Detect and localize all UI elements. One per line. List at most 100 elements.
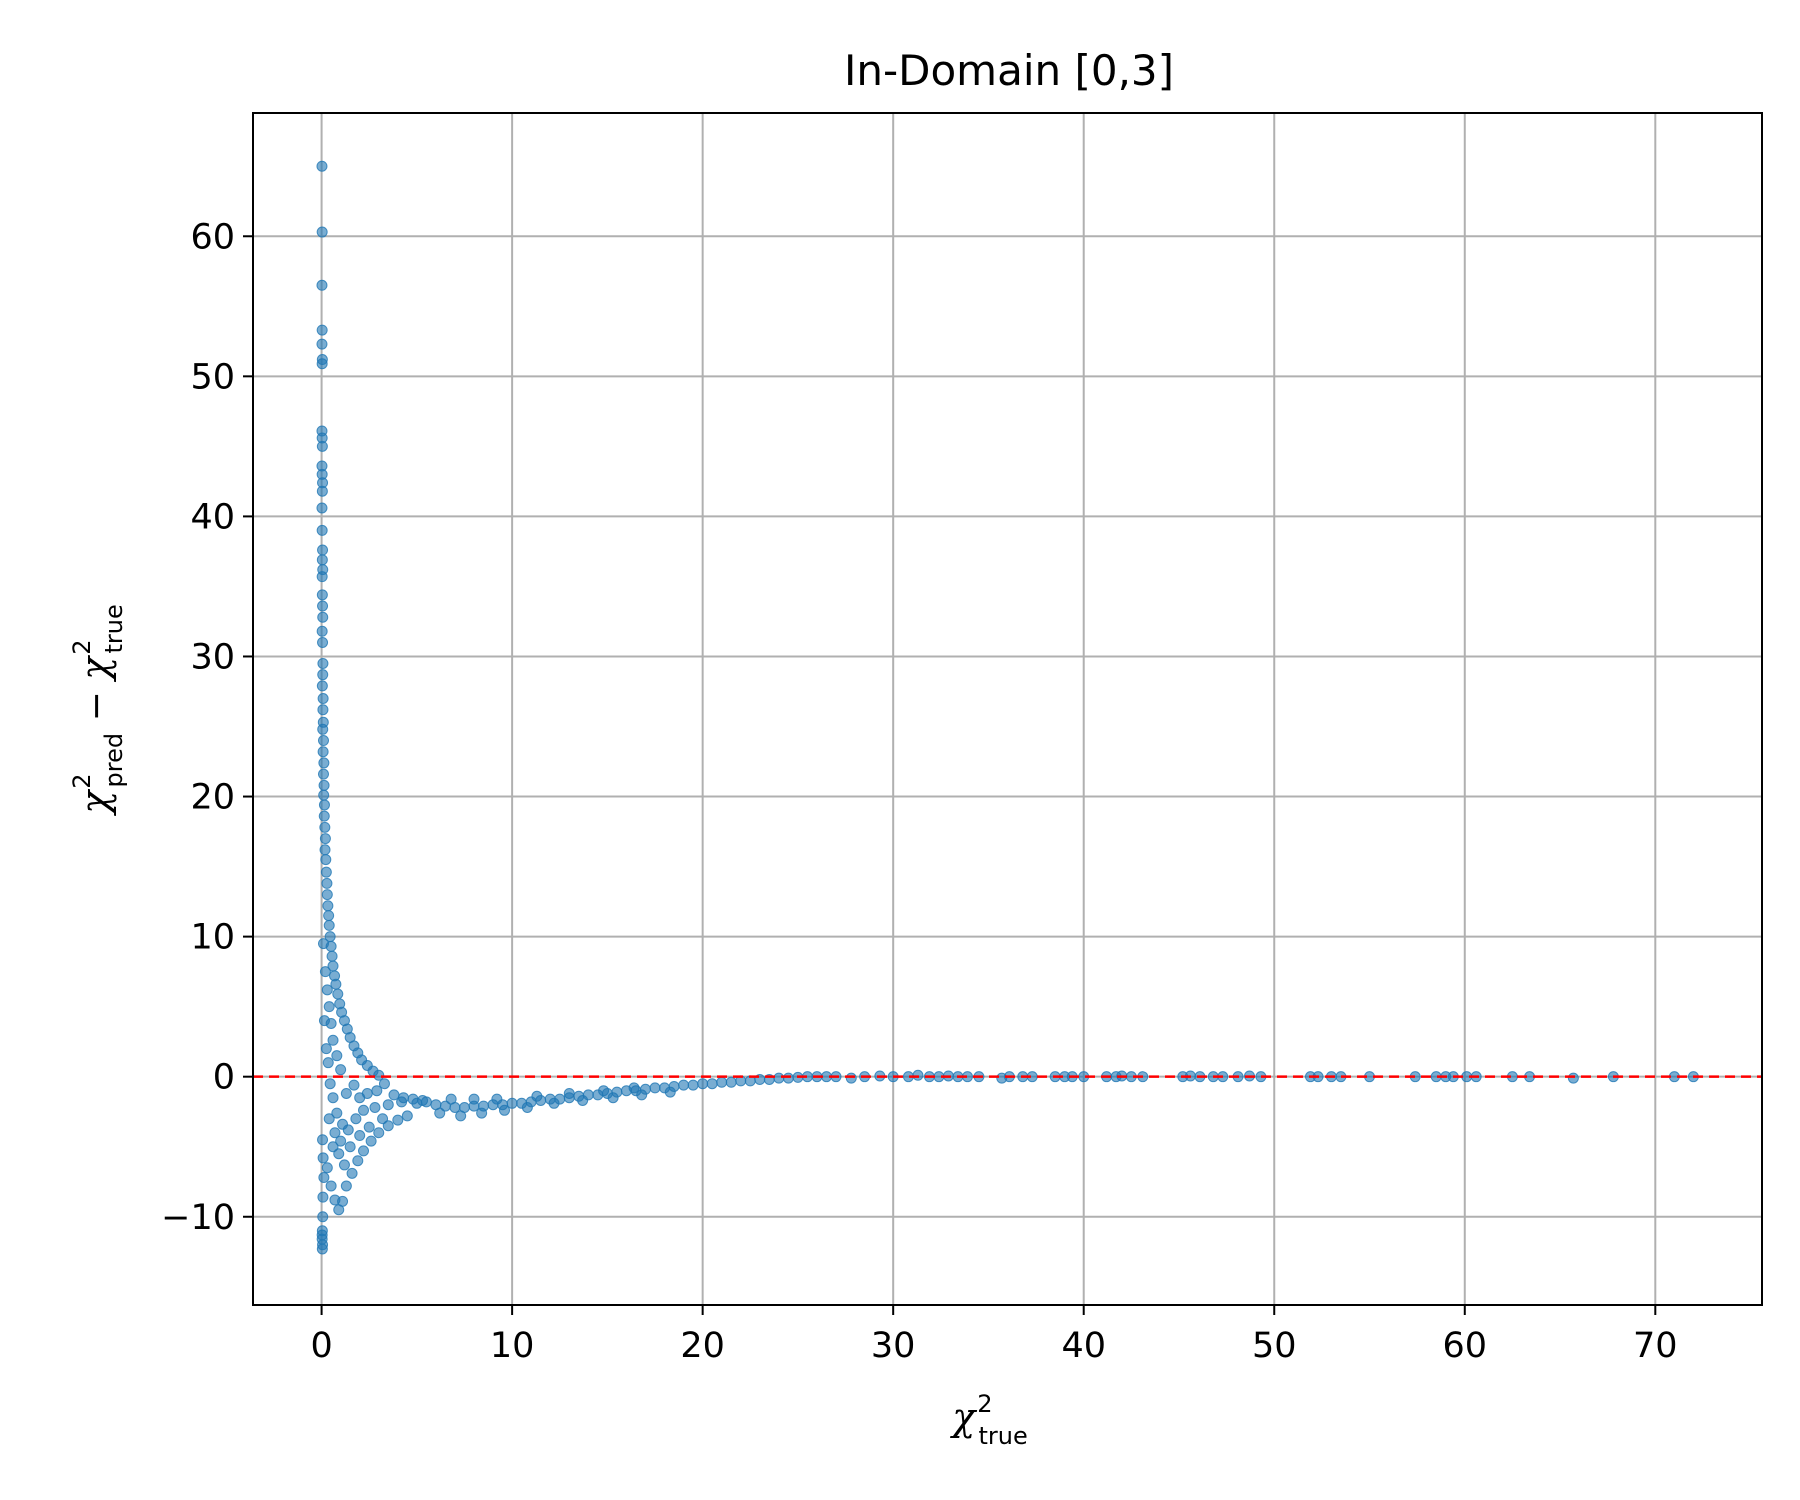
- scatter-point: [324, 1078, 336, 1090]
- scatter-point: [335, 1064, 347, 1076]
- x-tick-label: 30: [871, 1326, 916, 1366]
- x-tick-label: 60: [1442, 1326, 1487, 1366]
- scatter-point: [316, 589, 328, 601]
- scatter-point: [316, 502, 328, 514]
- y-tick-label: 0: [213, 1058, 235, 1098]
- scatter-point: [318, 799, 330, 811]
- scatter-point: [365, 1135, 377, 1147]
- scatter-point: [577, 1094, 589, 1106]
- scatter-point: [358, 1145, 370, 1157]
- scatter-point: [344, 1141, 356, 1153]
- y-axis-label: χ2 pred − χ2 true: [68, 604, 128, 817]
- y-axis-label-a-sub: pred: [100, 733, 128, 788]
- x-axis-label-base: χ: [949, 1395, 977, 1439]
- y-tick-label: 60: [190, 217, 235, 257]
- scatter-point: [316, 524, 328, 536]
- x-tick-label: 10: [490, 1326, 535, 1366]
- scatter-point: [725, 1076, 737, 1088]
- scatter-point: [332, 988, 344, 1000]
- scatter-point: [468, 1093, 480, 1105]
- y-tick-label: 50: [190, 357, 235, 397]
- scatter-point: [316, 680, 328, 692]
- scatter-point: [706, 1078, 718, 1090]
- scatter-point: [316, 554, 328, 566]
- scatter-point: [327, 1141, 339, 1153]
- scatter-point: [316, 1243, 328, 1255]
- scatter-point: [350, 1113, 362, 1125]
- scatter-point: [340, 1180, 352, 1192]
- y-tick-label: 20: [190, 778, 235, 818]
- y-tick-label: 10: [190, 918, 235, 958]
- scatter-point: [316, 571, 328, 583]
- scatter-point: [316, 160, 328, 172]
- scatter-point: [1567, 1072, 1579, 1084]
- scatter-point: [319, 966, 331, 978]
- scatter-point: [782, 1072, 794, 1084]
- scatter-point: [342, 1124, 354, 1136]
- scatter-point: [369, 1102, 381, 1114]
- scatter-point: [382, 1120, 394, 1132]
- scatter-point: [319, 844, 331, 856]
- scatter-point: [382, 1099, 394, 1111]
- scatter-point: [358, 1104, 370, 1116]
- scatter-point: [373, 1127, 385, 1139]
- scatter-point: [321, 889, 333, 901]
- scatter-point: [320, 1043, 332, 1055]
- scatter-point: [327, 1092, 339, 1104]
- y-tick-label: 30: [190, 637, 235, 677]
- scatter-point: [316, 440, 328, 452]
- y-axis-label-a-base: χ: [73, 789, 117, 817]
- scatter-point: [317, 636, 329, 648]
- scatter-point: [331, 1107, 343, 1119]
- scatter-point: [319, 833, 331, 845]
- scatter-point: [499, 1104, 510, 1116]
- scatter-point: [363, 1121, 375, 1133]
- scatter-point: [316, 625, 328, 637]
- scatter-point: [697, 1078, 709, 1090]
- y-axis-label-a-sup: 2: [68, 773, 96, 788]
- scatter-point: [398, 1092, 410, 1104]
- scatter-point: [335, 1135, 347, 1147]
- scatter-point: [340, 1087, 352, 1099]
- scatter-point: [476, 1107, 488, 1119]
- y-tick-label: 40: [190, 497, 235, 537]
- grid: [253, 113, 1762, 1305]
- scatter-point: [346, 1167, 358, 1179]
- scatter-point: [317, 657, 329, 669]
- scatter-point: [521, 1102, 533, 1114]
- scatter-point: [318, 1015, 330, 1027]
- scatter-point: [316, 226, 328, 238]
- scatter-point: [845, 1072, 857, 1084]
- scatter-point: [323, 1001, 335, 1013]
- scatter-point: [716, 1076, 728, 1088]
- scatter-point: [607, 1092, 619, 1104]
- scatter-point: [563, 1087, 575, 1099]
- x-tick-label: 40: [1061, 1326, 1106, 1366]
- scatter-point: [319, 821, 331, 833]
- x-tick-label: 0: [310, 1326, 332, 1366]
- scatter-point: [317, 746, 329, 758]
- x-axis-label-sub: true: [979, 1422, 1028, 1450]
- scatter-point: [317, 1152, 329, 1164]
- scatter-point: [377, 1113, 389, 1125]
- scatter-point: [318, 757, 330, 769]
- scatter-point: [317, 692, 329, 704]
- scatter-point: [323, 1113, 335, 1125]
- scatter-point: [316, 485, 328, 497]
- scatter-point: [316, 358, 328, 370]
- chart-title: In-Domain [0,3]: [844, 46, 1174, 95]
- scatter-point: [329, 1127, 341, 1139]
- scatter-point: [348, 1079, 360, 1091]
- scatter-point: [317, 1211, 329, 1223]
- scatter-point: [317, 768, 329, 780]
- y-axis-label-b-base: χ: [73, 655, 117, 683]
- scatter-point: [407, 1093, 419, 1105]
- scatter-point: [323, 910, 335, 922]
- y-axis-label-b-sup: 2: [68, 640, 96, 655]
- scatter-point: [331, 1050, 343, 1062]
- scatter-point: [455, 1110, 467, 1122]
- scatter-point: [326, 950, 338, 962]
- scatter-point: [317, 735, 329, 747]
